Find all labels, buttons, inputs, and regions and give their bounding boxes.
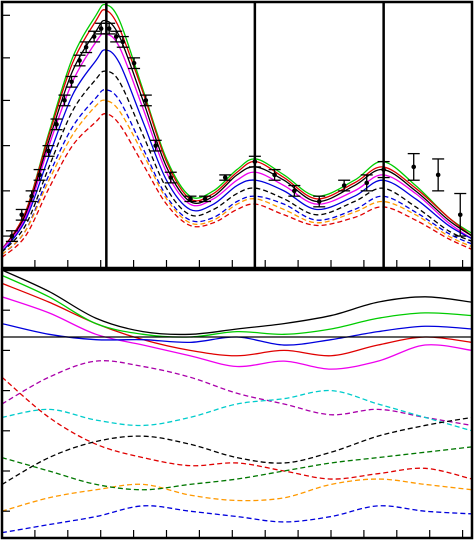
data-point bbox=[272, 172, 277, 178]
series-line bbox=[2, 33, 472, 250]
data-point bbox=[435, 172, 441, 178]
data-point bbox=[62, 98, 67, 103]
panel-frame bbox=[0, 268, 474, 540]
panel-frame bbox=[0, 0, 474, 270]
data-point bbox=[91, 34, 97, 39]
data-point bbox=[381, 167, 386, 172]
data-point bbox=[316, 199, 322, 204]
series-line bbox=[2, 296, 472, 370]
series-line bbox=[2, 322, 472, 346]
series-line bbox=[2, 505, 472, 534]
data-point bbox=[457, 212, 463, 218]
data-point bbox=[29, 193, 34, 199]
data-point bbox=[364, 180, 370, 186]
series-line bbox=[2, 49, 472, 253]
data-point bbox=[69, 79, 74, 85]
data-point bbox=[106, 26, 112, 31]
data-point bbox=[83, 44, 89, 50]
data-point bbox=[188, 196, 193, 202]
series-line bbox=[2, 3, 472, 250]
data-point bbox=[411, 164, 417, 170]
series-line bbox=[2, 416, 472, 485]
series-line bbox=[2, 389, 472, 432]
series-line bbox=[2, 70, 472, 253]
plot-area bbox=[2, 2, 472, 268]
data-point bbox=[98, 26, 104, 31]
plot-area bbox=[2, 270, 472, 534]
series-line bbox=[2, 19, 472, 250]
series-line bbox=[2, 274, 472, 338]
data-point bbox=[222, 175, 228, 180]
data-point bbox=[131, 60, 137, 66]
series-line bbox=[2, 89, 472, 256]
series-line bbox=[2, 478, 472, 512]
series-line bbox=[2, 282, 472, 357]
data-point bbox=[153, 143, 158, 148]
data-point bbox=[252, 159, 258, 164]
data-point bbox=[120, 39, 126, 45]
series-line bbox=[2, 360, 472, 427]
data-point bbox=[113, 34, 119, 39]
data-point bbox=[19, 212, 25, 218]
series-line bbox=[2, 446, 472, 491]
series-line bbox=[2, 376, 472, 480]
series-line bbox=[2, 270, 472, 336]
data-point bbox=[292, 188, 297, 194]
data-point bbox=[46, 148, 51, 154]
data-point bbox=[202, 196, 208, 202]
data-point bbox=[77, 58, 82, 63]
data-point bbox=[54, 122, 59, 127]
data-point bbox=[168, 175, 174, 180]
series-line bbox=[2, 113, 472, 258]
data-point bbox=[9, 233, 15, 239]
data-point bbox=[341, 183, 347, 188]
data-point bbox=[37, 172, 42, 178]
series-line bbox=[2, 99, 472, 256]
data-point bbox=[143, 98, 149, 103]
